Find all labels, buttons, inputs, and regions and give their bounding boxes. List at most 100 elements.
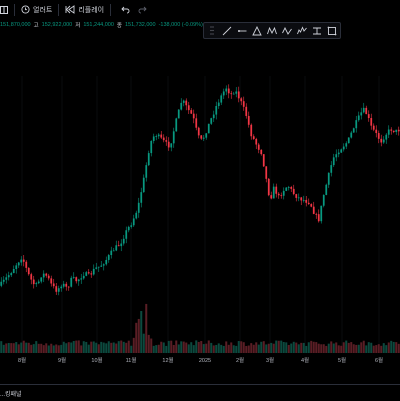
volume-bar <box>75 340 78 353</box>
volume-bar <box>337 345 340 353</box>
volume-bar <box>247 345 250 353</box>
replay-button[interactable]: 리플레이 <box>65 4 104 16</box>
candle-body <box>315 213 318 215</box>
x-tick-label: 10월 <box>91 356 102 364</box>
chart-grid <box>21 76 380 353</box>
candle-body <box>355 120 358 129</box>
candle-body <box>30 274 33 280</box>
x-tick-label: 8월 <box>18 356 26 364</box>
volume-bar <box>362 340 365 353</box>
abcd-pattern-icon[interactable] <box>281 25 293 37</box>
drag-handle-icon[interactable] <box>206 25 218 37</box>
volume-bar <box>92 341 95 353</box>
volume-bar <box>287 344 290 353</box>
volume-bar <box>107 341 110 353</box>
x-tick-label: 3월 <box>266 356 274 364</box>
volume-bar <box>285 342 288 353</box>
candle-body <box>357 115 360 121</box>
rectangle-icon[interactable] <box>326 25 338 37</box>
volume-bar <box>52 345 55 353</box>
volume-bar <box>257 344 260 353</box>
candle-body <box>227 88 230 94</box>
candle-body <box>120 243 123 247</box>
trend-line-icon[interactable] <box>221 25 233 37</box>
candle-body <box>312 206 315 214</box>
volume-bar <box>157 344 160 353</box>
volume-bar <box>70 342 73 353</box>
candle-body <box>232 93 235 95</box>
candle-body <box>305 199 308 203</box>
price-chart[interactable]: 8월 9월 10월 11월 12월 2025 2월 3월 4월 5월 6월 <box>0 38 400 368</box>
volume-bar <box>250 343 253 353</box>
candle-body <box>205 133 208 138</box>
volume-bar <box>225 341 228 353</box>
candle-body <box>187 105 190 111</box>
candle-body <box>275 186 278 194</box>
candle-body <box>85 272 88 276</box>
candle-body <box>47 275 50 279</box>
elliott-wave-icon[interactable] <box>296 25 308 37</box>
candle-body <box>327 172 330 185</box>
candle-body <box>267 178 270 196</box>
xabcd-pattern-icon[interactable] <box>266 25 278 37</box>
candle-body <box>262 154 265 167</box>
volume-bar <box>332 343 335 353</box>
candle-body <box>137 202 140 213</box>
volume-bar <box>205 343 208 353</box>
candle-body <box>365 107 368 115</box>
undo-icon[interactable] <box>121 6 130 14</box>
candle-body <box>145 165 148 178</box>
candle-body <box>237 91 240 99</box>
candle-body <box>42 273 45 278</box>
triangle-pattern-icon[interactable] <box>251 25 263 37</box>
volume-bar <box>120 340 123 353</box>
candle-body <box>32 279 35 285</box>
redo-icon[interactable] <box>138 6 147 14</box>
candle-body <box>17 262 20 266</box>
candle-body <box>117 245 120 247</box>
candle-body <box>72 277 75 278</box>
candle-body <box>130 225 133 227</box>
candle-body <box>290 187 293 189</box>
candle-body <box>135 212 138 219</box>
candle-body <box>380 138 383 143</box>
volume-bar <box>272 343 275 353</box>
volume-bar <box>125 342 128 353</box>
bottom-panel-label[interactable]: ...킹패널 <box>0 392 22 398</box>
volume-bar <box>150 338 153 353</box>
candle-body <box>152 136 155 141</box>
volume-bar <box>200 341 203 353</box>
volume-bar <box>110 342 113 353</box>
horizontal-ray-icon[interactable] <box>236 25 248 37</box>
layout-icon[interactable] <box>0 6 8 14</box>
candle-body <box>217 102 220 107</box>
candle-body <box>382 139 385 143</box>
volume-bar <box>65 343 68 353</box>
volume-bar <box>2 344 5 353</box>
volume-bar <box>215 344 218 353</box>
candle-body <box>230 93 233 95</box>
volume-bar <box>197 341 200 353</box>
volume-bar <box>360 342 363 353</box>
alert-button[interactable]: 얼러트 <box>21 4 52 16</box>
volume-bar <box>142 333 145 353</box>
candle-body <box>97 266 100 268</box>
volume-bar <box>232 345 235 353</box>
volume-bar <box>172 344 175 353</box>
legend-high-key: 고 <box>33 23 39 29</box>
range-icon[interactable] <box>311 25 323 37</box>
volume-bar <box>192 345 195 353</box>
candle-body <box>55 286 58 292</box>
candle-body <box>70 277 73 287</box>
candle-body <box>0 281 3 286</box>
volume-bar <box>365 345 368 353</box>
candle-body <box>340 149 343 153</box>
candle-body <box>122 238 125 244</box>
volume-bar <box>282 342 285 353</box>
candle-body <box>282 190 285 196</box>
x-tick-label: 11월 <box>126 356 137 364</box>
volume-bar <box>127 340 130 353</box>
candle-body <box>60 286 63 289</box>
volume-bar <box>392 341 395 353</box>
candle-body <box>170 143 173 148</box>
